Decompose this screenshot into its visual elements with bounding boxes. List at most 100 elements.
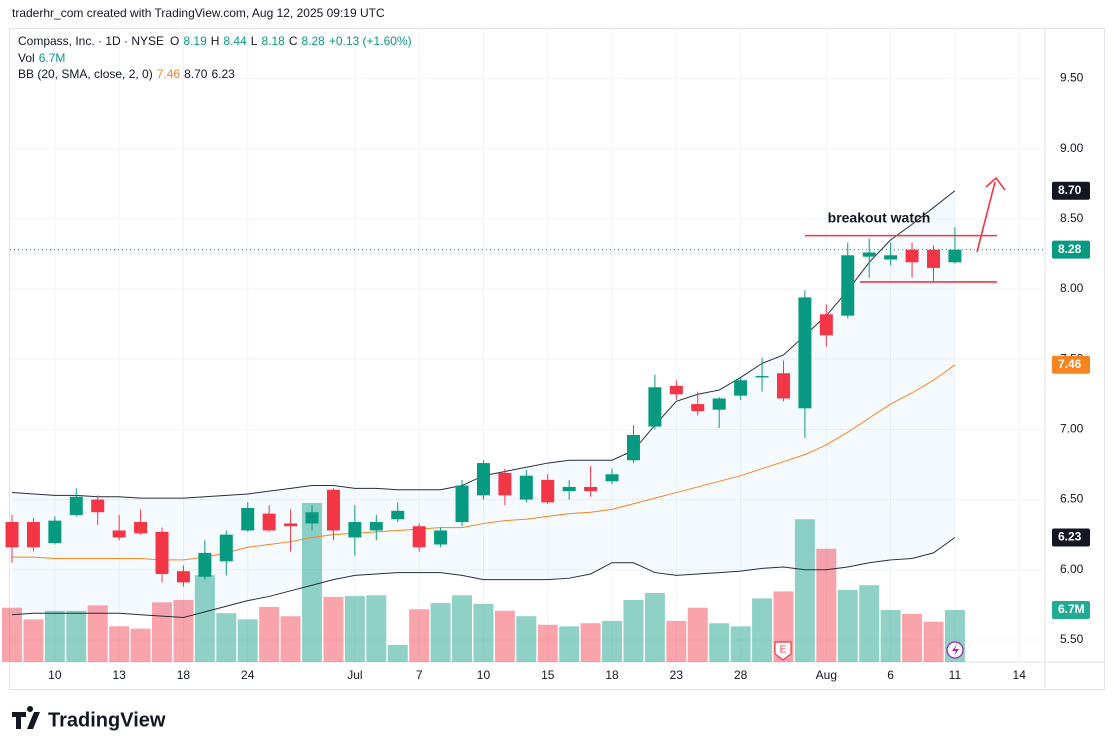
- legend-item: 8.28: [302, 34, 326, 48]
- volume-bar: [109, 626, 130, 662]
- volume-bar: [344, 596, 365, 662]
- legend-item: O: [170, 34, 179, 48]
- volume-bar: [430, 603, 451, 662]
- legend-item: 8.70: [184, 67, 208, 81]
- candle-body: [91, 499, 105, 513]
- volume-bar: [323, 596, 344, 662]
- x-tick-label: 14: [1013, 668, 1027, 682]
- bb-basis: [12, 364, 956, 561]
- volume-bar: [794, 519, 815, 662]
- candle-body: [112, 530, 126, 538]
- volume-bar: [152, 602, 173, 662]
- volume-bar: [194, 575, 215, 662]
- x-tick-label: 24: [241, 668, 255, 682]
- y-tick-label: 6.00: [1060, 562, 1084, 576]
- volume-bar: [87, 605, 108, 662]
- legend-item: H: [211, 34, 220, 48]
- x-tick-label: Aug: [816, 668, 837, 682]
- legend-item: Vol: [18, 51, 35, 65]
- volume-bar: [409, 609, 430, 662]
- candle-body: [841, 255, 855, 316]
- candle-body: [541, 479, 555, 503]
- volume-bar: [366, 595, 387, 662]
- x-tick-label: 11: [949, 668, 962, 682]
- candle-body: [305, 512, 319, 524]
- candle-body: [734, 380, 748, 396]
- legend-line: Compass, Inc. · 1D · NYSE O 8.19 H 8.44 L 8.18…: [18, 34, 412, 48]
- earnings-badge: E: [774, 641, 792, 661]
- x-tick-label: 28: [734, 668, 748, 682]
- legend-line: BB (20, SMA, close, 2, 0) 7.46 8.70 6.23: [18, 67, 235, 81]
- volume-bar: [216, 613, 237, 662]
- bb-lower: [11, 537, 956, 619]
- candle-body: [412, 526, 426, 548]
- footer-logo: TradingView: [12, 706, 166, 731]
- volume-bar: [237, 619, 258, 662]
- candle-body: [219, 534, 233, 562]
- volume-bar: [859, 585, 880, 662]
- candle-body: [862, 252, 876, 257]
- candle-body: [605, 474, 619, 482]
- volume-bar: [23, 619, 44, 662]
- candle-body: [584, 486, 598, 492]
- candle-body: [176, 571, 190, 583]
- price-badge: [1052, 181, 1090, 200]
- event-icon: [946, 641, 964, 659]
- y-tick-label: 6.50: [1060, 492, 1084, 506]
- volume-bar: [66, 610, 87, 662]
- candle-body: [284, 523, 298, 527]
- candle-body: [369, 522, 383, 531]
- price-badge-label: 7.46: [1058, 357, 1082, 371]
- x-tick-label: 10: [477, 668, 491, 682]
- volume-bar: [880, 610, 901, 662]
- candle-body: [326, 489, 340, 531]
- price-badge: [1052, 355, 1090, 374]
- volume-bar: [452, 595, 473, 662]
- x-tick-label: 6: [887, 668, 894, 682]
- x-tick-label: 10: [48, 668, 62, 682]
- volume-bar: [644, 592, 665, 662]
- x-tick-label: 18: [605, 668, 619, 682]
- volume-bar: [923, 621, 944, 662]
- candle-body: [26, 522, 40, 548]
- legend-item: 6.23: [211, 67, 235, 81]
- legend-item: 8.44: [223, 34, 247, 48]
- legend-item: 8.18: [261, 34, 285, 48]
- x-tick-label: 13: [112, 668, 126, 682]
- legend-line: Vol 6.7M: [18, 51, 65, 65]
- price-badge-label: 8.28: [1058, 242, 1082, 256]
- volume-bar: [602, 620, 623, 662]
- y-tick-label: 8.50: [1060, 211, 1084, 225]
- candle-body: [134, 522, 148, 534]
- y-tick-label: 9.00: [1060, 141, 1084, 155]
- candle-body: [626, 434, 640, 461]
- candle-body: [798, 297, 812, 409]
- plot: breakout watch: [2, 190, 1045, 662]
- y-tick-label: 8.00: [1060, 281, 1084, 295]
- chart-frame: [9, 28, 1105, 690]
- y-tick-label: 9.50: [1060, 71, 1084, 85]
- candle-body: [562, 486, 576, 492]
- candle-body: [48, 520, 62, 544]
- event-bolt: [952, 644, 959, 656]
- candle-body: [519, 475, 533, 500]
- volume-bar: [44, 610, 65, 662]
- price-badge-label: 6.7M: [1058, 602, 1085, 616]
- legend-item: 7.46: [157, 67, 181, 81]
- volume-bar: [280, 616, 301, 662]
- candle-body: [755, 376, 769, 378]
- candle-body: [198, 552, 212, 577]
- logo-mark: [12, 706, 40, 729]
- candle-body: [348, 522, 362, 538]
- x-tick-label: 15: [541, 668, 555, 682]
- price-badge-label: 8.70: [1058, 183, 1082, 197]
- earnings-icon: [774, 641, 792, 661]
- volume-bar: [816, 548, 837, 662]
- volume-bar: [730, 626, 751, 662]
- volume-bar: [302, 503, 323, 662]
- volume-bar: [494, 610, 515, 662]
- volume-bar: [837, 589, 858, 662]
- legend-item: +0.13 (+1.60%): [329, 34, 412, 48]
- volume-bar: [259, 606, 280, 662]
